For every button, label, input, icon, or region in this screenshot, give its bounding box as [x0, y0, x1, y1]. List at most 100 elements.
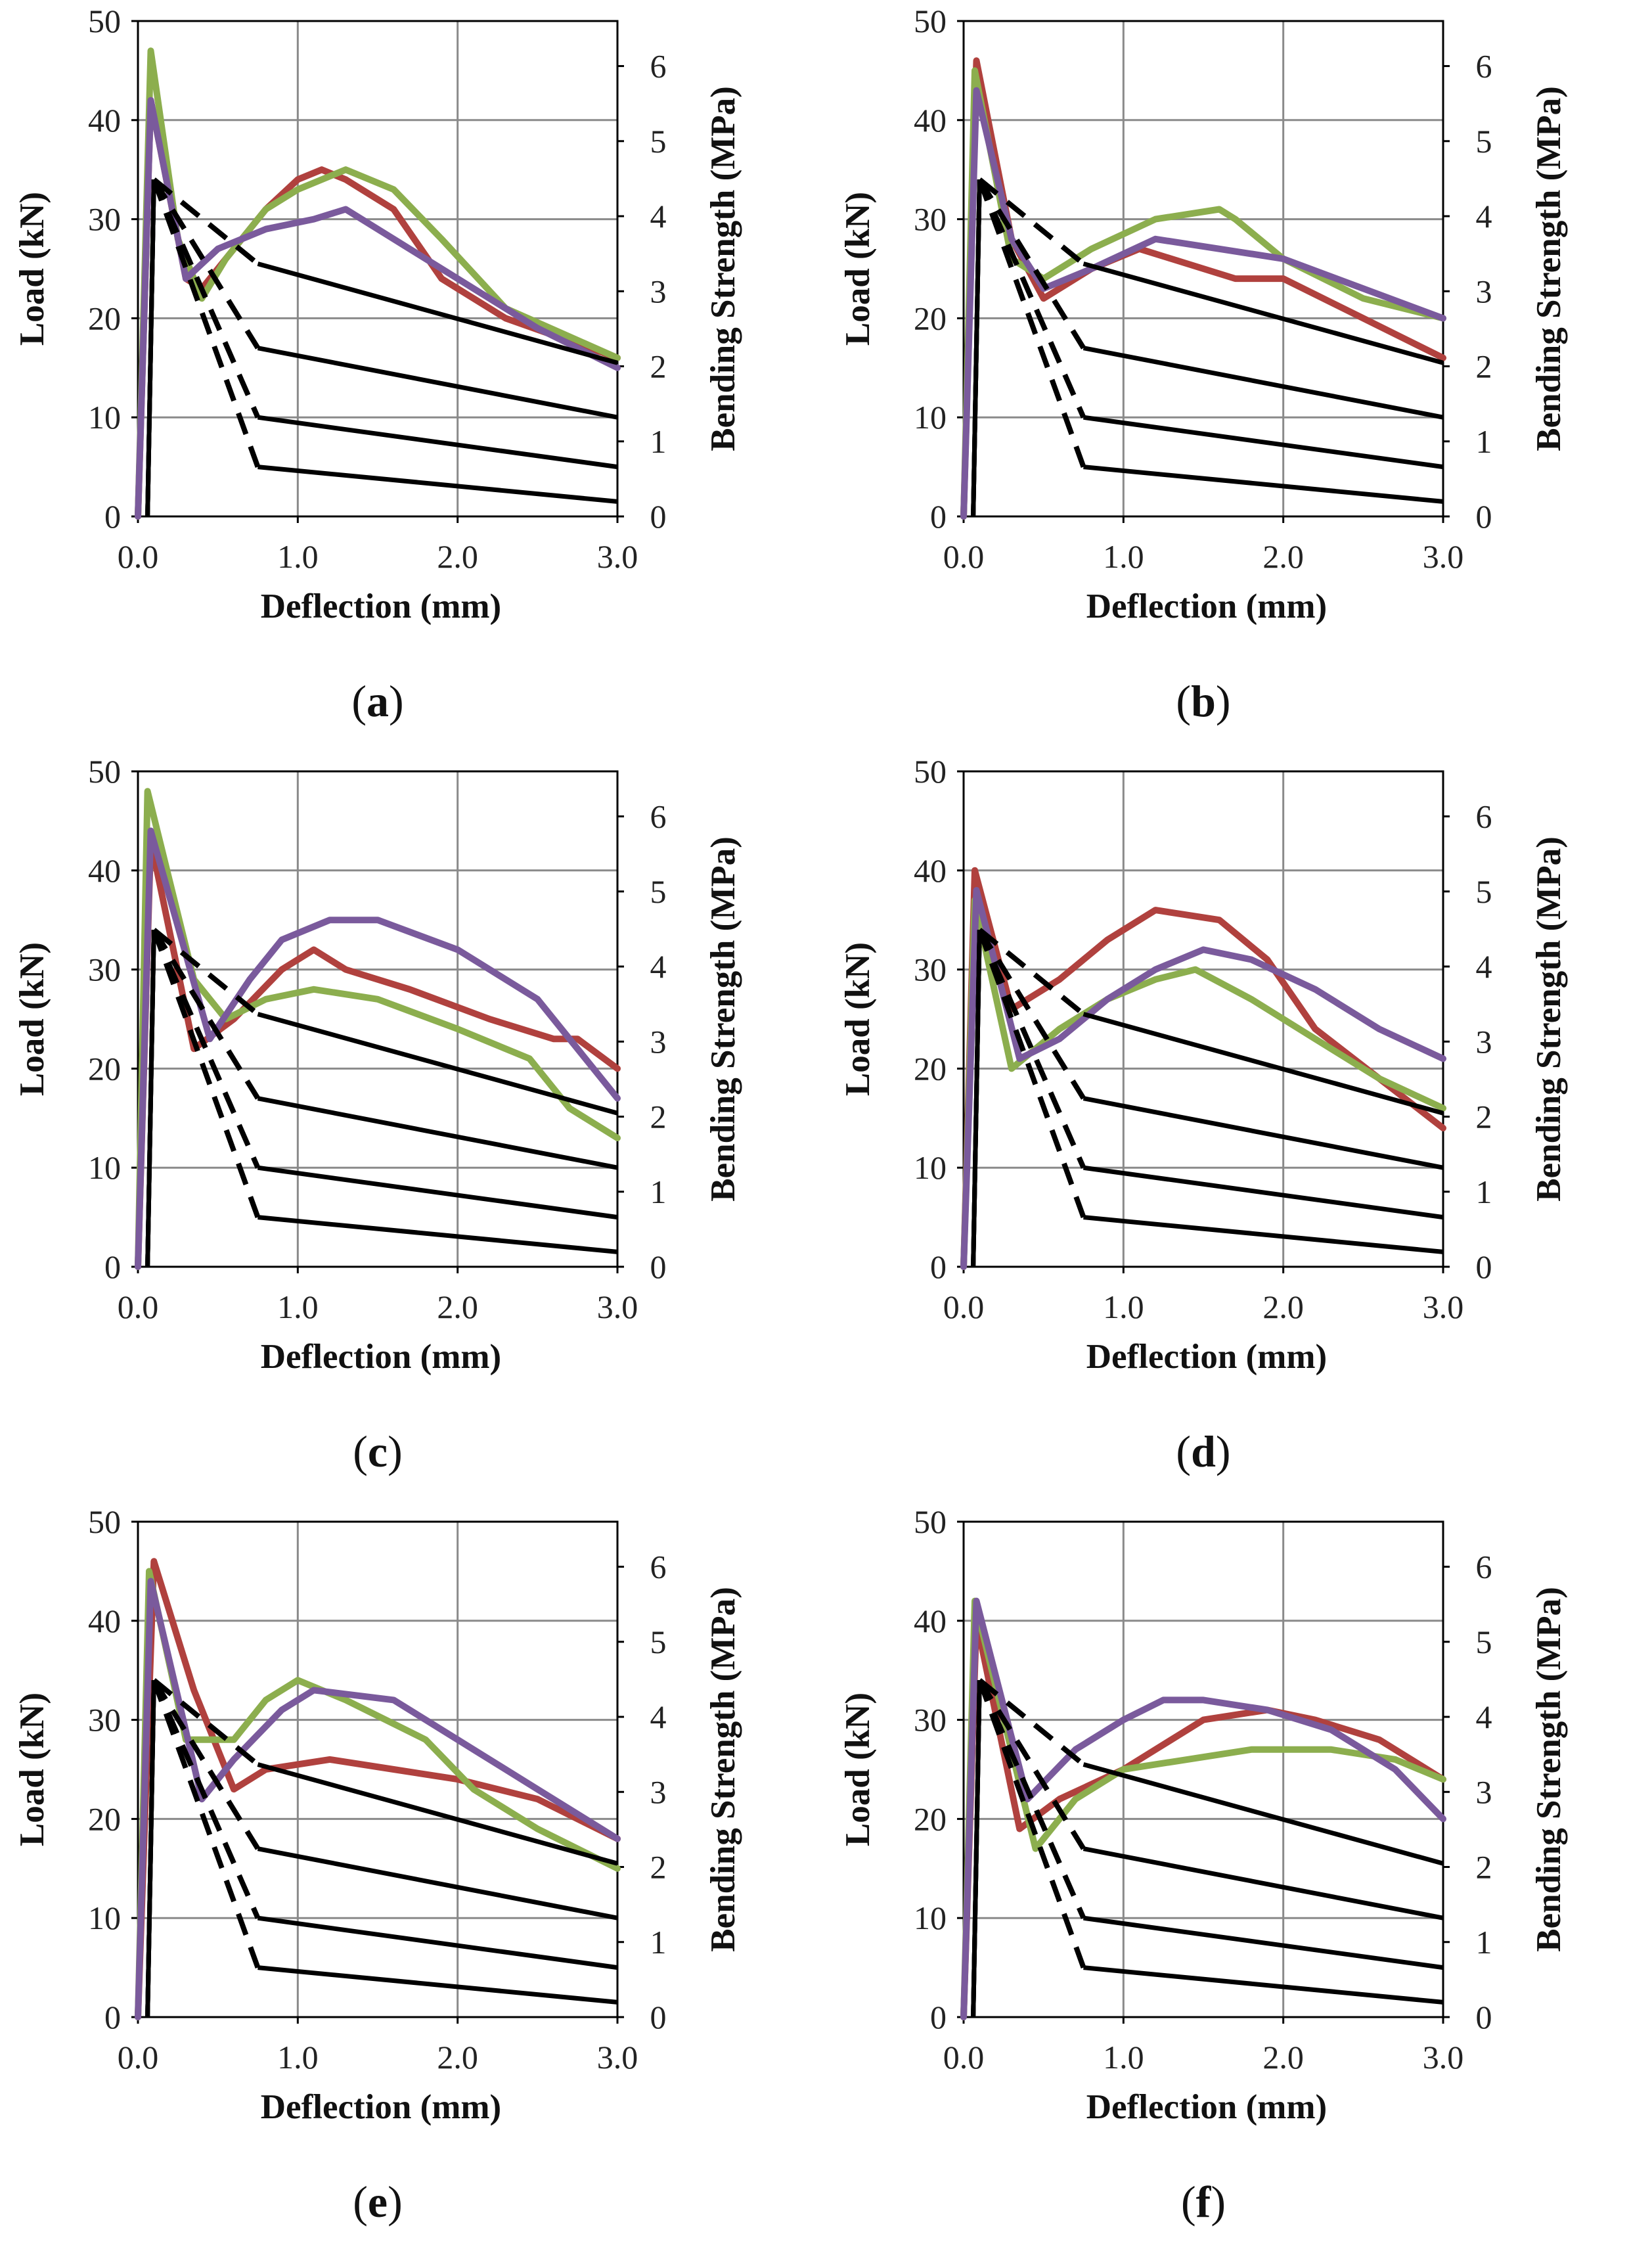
reference-ref-3-drop: [977, 928, 1086, 1169]
y2-tick-label: 1: [1476, 423, 1492, 460]
reference-ref-1-tail: [1083, 261, 1444, 365]
reference-ref-1-drop: [152, 928, 260, 1016]
reference-ref-4-tail: [1083, 1215, 1444, 1254]
x-tick-label: 1.0: [1103, 2039, 1144, 2076]
y2-axis-title: Bending Strength (MPa): [1530, 86, 1568, 451]
x-tick-label: 3.0: [1423, 538, 1464, 575]
reference-ref-4-tail: [1083, 1965, 1444, 2005]
y2-tick-label: 5: [650, 123, 667, 160]
series-specimen-purple: [960, 87, 1446, 520]
reference-ref-2-tail: [1083, 1096, 1444, 1170]
y-tick-label: 40: [914, 102, 947, 139]
y-tick-label: 10: [914, 1899, 947, 1936]
y-tick-label: 0: [930, 1999, 947, 2035]
x-tick-label: 0.0: [118, 2039, 159, 2076]
y2-tick-label: 1: [650, 1924, 667, 1961]
y2-tick-label: 2: [650, 1099, 667, 1135]
panel-label: (e): [353, 2177, 403, 2227]
y-tick-label: 30: [88, 951, 121, 988]
reference-ref-1-drop: [152, 177, 260, 266]
reference-ref-3-tail: [1083, 415, 1444, 470]
x-tick-label: 1.0: [277, 2039, 319, 2076]
y-tick-label: 10: [88, 1899, 121, 1936]
x-tick-label: 2.0: [437, 538, 478, 575]
y2-tick-label: 5: [1476, 873, 1492, 910]
reference-ref-1-drop: [977, 177, 1086, 266]
x-tick-label: 2.0: [437, 2039, 478, 2076]
reference-ref-2-tail: [257, 1846, 618, 1921]
plot-frame: [137, 770, 619, 1268]
y-axis-title: Load (kN): [839, 192, 877, 346]
reference-ref-1-tail: [257, 1762, 618, 1866]
x-tick-label: 3.0: [597, 538, 638, 575]
y2-tick-label: 2: [1476, 1099, 1492, 1135]
series-specimen-purple: [135, 1578, 621, 2020]
x-tick-label: 3.0: [597, 2039, 638, 2076]
reference-ref-1-tail: [1083, 1012, 1444, 1116]
y2-tick-label: 2: [1476, 348, 1492, 385]
y-tick-label: 40: [88, 102, 121, 139]
y-axis-title: Load (kN): [13, 942, 51, 1096]
x-axis-title: Deflection (mm): [261, 2088, 501, 2126]
y2-tick-label: 4: [650, 948, 667, 985]
reference-ref-1-drop: [977, 928, 1086, 1016]
reference-ref-4-rise: [971, 930, 982, 1267]
chart-panel-c: 0.0 1.0 2.0 3.0 0 10 20 30 40 50 0 1 2 3 4 5 6 Deflection…: [0, 750, 826, 1501]
reference-ref-4-rise: [971, 1680, 982, 2018]
y-tick-label: 40: [914, 852, 947, 889]
y-tick-label: 30: [914, 1702, 947, 1739]
y-axis-title: Load (kN): [13, 192, 51, 346]
plot-frame: [137, 1520, 619, 2018]
x-tick-label: 0.0: [943, 1288, 985, 1325]
reference-ref-3-tail: [257, 415, 618, 470]
reference-ref-4-tail: [257, 1965, 618, 2005]
y2-tick-label: 3: [1476, 273, 1492, 309]
y2-tick-label: 1: [1476, 1173, 1492, 1210]
y2-axis-title: Bending Strength (MPa): [704, 836, 742, 1202]
chart-panel-b: 0.0 1.0 2.0 3.0 0 10 20 30 40 50 0 1 2 3 4 5 6 Deflection…: [826, 0, 1651, 750]
series-specimen-red: [135, 97, 621, 520]
reference-ref-2-tail: [257, 346, 618, 420]
x-tick-label: 3.0: [1423, 1288, 1464, 1325]
reference-ref-3-drop: [151, 178, 261, 419]
series-specimen-red: [135, 1558, 621, 2020]
chart-svg-f: 0.0 1.0 2.0 3.0 0 10 20 30 40 50 0 1 2 3 4 5 6 Deflection…: [839, 1503, 1568, 2227]
reference-ref-4-drop: [151, 928, 261, 1218]
x-tick-label: 2.0: [437, 1288, 478, 1325]
y2-tick-label: 4: [650, 198, 667, 235]
y-tick-label: 20: [88, 1050, 121, 1087]
y-axis-title: Load (kN): [839, 1693, 877, 1846]
y-tick-label: 0: [930, 498, 947, 535]
y-tick-label: 40: [914, 1603, 947, 1639]
reference-ref-1-drop: [977, 1678, 1086, 1767]
y2-tick-label: 6: [650, 1549, 667, 1585]
series-specimen-purple: [135, 827, 621, 1270]
reference-ref-3-tail: [257, 1165, 618, 1220]
y-tick-label: 0: [104, 498, 121, 535]
y-tick-label: 30: [88, 201, 121, 238]
x-tick-label: 0.0: [943, 538, 985, 575]
y2-tick-label: 5: [650, 873, 667, 910]
y2-tick-label: 6: [650, 798, 667, 835]
reference-ref-4-tail: [257, 465, 618, 504]
y2-tick-label: 0: [650, 1248, 667, 1285]
y2-tick-label: 5: [1476, 123, 1492, 160]
chart-svg-e: 0.0 1.0 2.0 3.0 0 10 20 30 40 50 0 1 2 3 4 5 6 Deflection…: [13, 1503, 742, 2227]
y2-tick-label: 2: [650, 1849, 667, 1886]
reference-ref-3-drop: [977, 1679, 1086, 1919]
panel-label: (a): [351, 676, 403, 726]
y-tick-label: 30: [914, 951, 947, 988]
x-tick-label: 3.0: [1423, 2039, 1464, 2076]
y2-axis-title: Bending Strength (MPa): [704, 1587, 742, 1952]
plot-frame: [962, 770, 1444, 1268]
plot-frame: [962, 20, 1444, 518]
reference-ref-4-drop: [977, 178, 1086, 468]
y2-tick-label: 3: [1476, 1023, 1492, 1060]
chart-svg-b: 0.0 1.0 2.0 3.0 0 10 20 30 40 50 0 1 2 3 4 5 6 Deflection…: [839, 3, 1568, 726]
reference-ref-4-drop: [977, 928, 1086, 1218]
chart-svg-d: 0.0 1.0 2.0 3.0 0 10 20 30 40 50 0 1 2 3 4 5 6 Deflection…: [839, 753, 1568, 1476]
y2-tick-label: 0: [1476, 498, 1492, 535]
x-tick-label: 1.0: [1103, 538, 1144, 575]
y-tick-label: 50: [914, 753, 947, 790]
